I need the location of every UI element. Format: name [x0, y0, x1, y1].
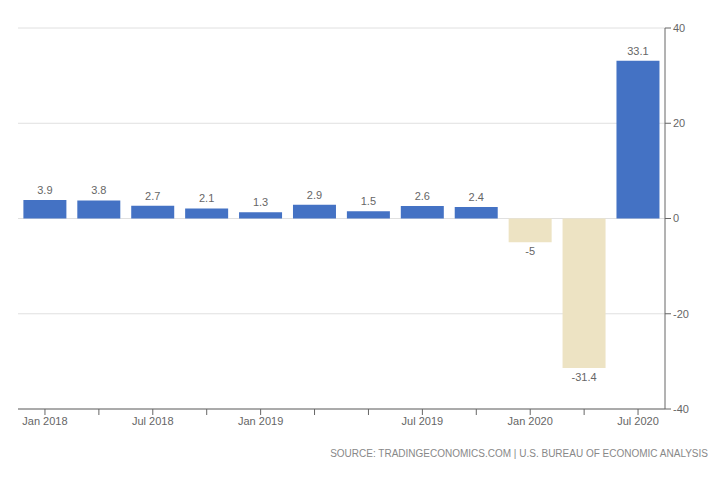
svg-text:Jan 2018: Jan 2018 — [22, 415, 67, 427]
svg-text:Jul 2020: Jul 2020 — [617, 415, 659, 427]
svg-text:3.8: 3.8 — [91, 184, 106, 196]
svg-text:-40: -40 — [673, 403, 689, 415]
svg-text:1.3: 1.3 — [253, 196, 268, 208]
svg-text:-31.4: -31.4 — [572, 371, 597, 383]
svg-text:2.6: 2.6 — [415, 190, 430, 202]
svg-text:2.7: 2.7 — [145, 190, 160, 202]
svg-text:Jul 2019: Jul 2019 — [402, 415, 444, 427]
svg-text:3.9: 3.9 — [37, 184, 52, 196]
svg-text:40: 40 — [673, 22, 685, 34]
svg-text:2.4: 2.4 — [469, 191, 484, 203]
svg-text:0: 0 — [673, 212, 679, 224]
svg-text:2.1: 2.1 — [199, 192, 214, 204]
svg-text:Jan 2020: Jan 2020 — [508, 415, 553, 427]
svg-text:33.1: 33.1 — [627, 45, 648, 57]
svg-text:Jan 2019: Jan 2019 — [238, 415, 283, 427]
svg-text:-20: -20 — [673, 308, 689, 320]
svg-text:1.5: 1.5 — [361, 195, 376, 207]
html-text:SOURCE: TRADINGECONOMICS.COM |: SOURCE: TRADINGECONOMICS.COM | U.S. BURE… — [330, 448, 708, 459]
svg-text:2.9: 2.9 — [307, 189, 322, 201]
svg-text:-5: -5 — [525, 245, 535, 257]
svg-text:Jul 2018: Jul 2018 — [132, 415, 174, 427]
svg-text:20: 20 — [673, 117, 685, 129]
